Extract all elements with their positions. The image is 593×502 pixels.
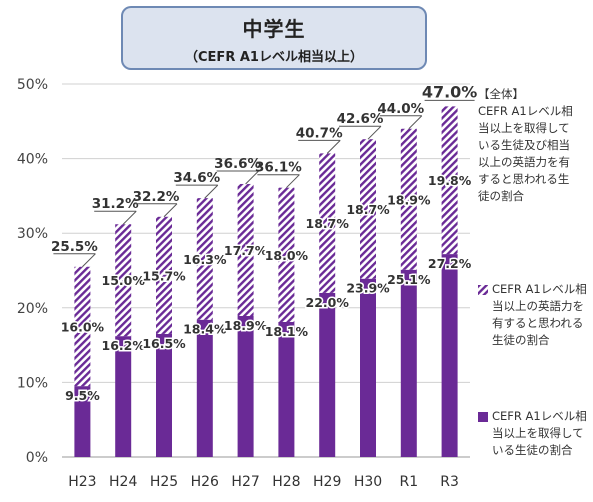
- y-tick-label: 10%: [17, 375, 48, 391]
- total-value-label: 25.5%: [51, 239, 98, 255]
- total-leader-line: [286, 174, 300, 189]
- solid-value-label: 16.2%: [102, 338, 146, 353]
- bar-solid: [278, 321, 295, 457]
- x-tick-label: H24: [109, 474, 137, 490]
- x-tick-label: R3: [440, 474, 459, 490]
- x-tick-label: R1: [399, 474, 418, 490]
- total-leader-line: [122, 210, 137, 225]
- solid-value-label: 9.5%: [65, 388, 100, 403]
- bar-hatched: [156, 216, 172, 334]
- x-tick-label: H26: [191, 474, 219, 490]
- solid-value-label: 18.1%: [265, 324, 309, 339]
- total-leader-line: [245, 170, 259, 185]
- bar-hatched: [115, 224, 132, 337]
- legend-hatched-swatch: [478, 285, 488, 295]
- total-value-label: 40.7%: [296, 125, 343, 141]
- bar-solid: [196, 319, 213, 457]
- x-tick-label: H29: [313, 474, 341, 490]
- solid-value-label: 23.9%: [346, 281, 390, 296]
- total-value-label: 36.1%: [255, 160, 302, 176]
- hatched-value-label: 18.9%: [387, 192, 431, 207]
- x-tick-label: H27: [231, 474, 259, 490]
- solid-value-label: 25.1%: [387, 272, 431, 287]
- bar-solid: [237, 316, 254, 457]
- bar-solid: [156, 333, 172, 457]
- total-value-label: 36.6%: [214, 156, 261, 172]
- hatched-value-label: 19.8%: [428, 173, 472, 188]
- legend-hatched-text: CEFR A1レベル相当以上の英語力を有すると思われる生徒の割合: [492, 282, 587, 347]
- bar-hatched: [319, 153, 336, 293]
- solid-value-label: 16.5%: [142, 336, 186, 351]
- total-leader-line: [408, 115, 423, 130]
- legend-solid-swatch: [478, 412, 488, 422]
- x-tick-label: H25: [150, 474, 178, 490]
- total-leader-line: [326, 140, 341, 154]
- hatched-value-label: 17.7%: [224, 243, 268, 258]
- hatched-value-label: 18.0%: [265, 248, 309, 263]
- y-tick-label: 50%: [17, 77, 48, 93]
- legend-solid: CEFR A1レベル相当以上を取得している生徒の割合: [492, 408, 587, 459]
- total-value-label: 44.0%: [377, 101, 424, 117]
- y-tick-label: 30%: [17, 226, 48, 242]
- bar-solid: [400, 269, 417, 457]
- total-leader-line: [163, 203, 178, 218]
- bar-hatched: [441, 106, 458, 255]
- bar-hatched: [74, 266, 91, 387]
- bar-hatched: [237, 183, 254, 317]
- solid-value-label: 27.2%: [428, 256, 472, 271]
- bar-solid: [360, 278, 376, 457]
- x-tick-label: H28: [272, 474, 300, 490]
- hatched-value-label: 15.7%: [142, 268, 186, 283]
- solid-value-label: 22.0%: [306, 295, 350, 310]
- hatched-value-label: 16.3%: [183, 252, 227, 267]
- solid-value-label: 18.9%: [224, 318, 268, 333]
- bar-solid: [115, 336, 132, 457]
- legend-solid-text: CEFR A1レベル相当以上を取得している生徒の割合: [492, 409, 587, 457]
- hatched-value-label: 18.7%: [346, 202, 390, 217]
- chart-subtitle: （CEFR A1レベル相当以上）: [185, 50, 363, 65]
- legend-total: 【全体】 CEFR A1レベル相当以上を取得している生徒及び相当以上の英語力を有…: [478, 86, 578, 205]
- total-leader-line: [367, 125, 382, 140]
- bar-solid: [74, 386, 91, 457]
- hatched-value-label: 16.0%: [61, 319, 105, 334]
- bar-hatched: [278, 187, 295, 322]
- legend-hatched: CEFR A1レベル相当以上の英語力を有すると思われる生徒の割合: [492, 281, 587, 349]
- x-tick-label: H23: [68, 474, 96, 490]
- total-leader-line: [82, 253, 96, 268]
- bar-solid: [319, 292, 336, 457]
- legend-total-text: CEFR A1レベル相当以上を取得している生徒及び相当以上の英語力を有すると思わ…: [478, 104, 573, 203]
- total-value-label: 31.2%: [92, 196, 139, 212]
- bar-hatched: [360, 139, 376, 279]
- bar-hatched: [196, 198, 213, 320]
- legend-total-heading: 【全体】: [478, 87, 524, 101]
- bar-solid: [441, 254, 458, 457]
- bar-hatched: [400, 128, 417, 270]
- chart-title: 中学生: [242, 17, 306, 41]
- total-value-label: 42.6%: [337, 111, 384, 127]
- hatched-value-label: 15.0%: [102, 273, 146, 288]
- y-tick-label: 20%: [17, 301, 48, 317]
- total-leader-line: [204, 184, 219, 199]
- total-value-label: 32.2%: [133, 189, 180, 205]
- y-tick-label: 40%: [17, 152, 48, 168]
- total-value-label: 47.0%: [422, 82, 478, 101]
- solid-value-label: 18.4%: [183, 322, 227, 337]
- total-value-label: 34.6%: [173, 170, 220, 186]
- hatched-value-label: 18.7%: [306, 216, 350, 231]
- chart-title-box: 中学生 （CEFR A1レベル相当以上）: [121, 6, 427, 70]
- x-tick-label: H30: [354, 474, 382, 490]
- y-tick-label: 0%: [26, 450, 48, 466]
